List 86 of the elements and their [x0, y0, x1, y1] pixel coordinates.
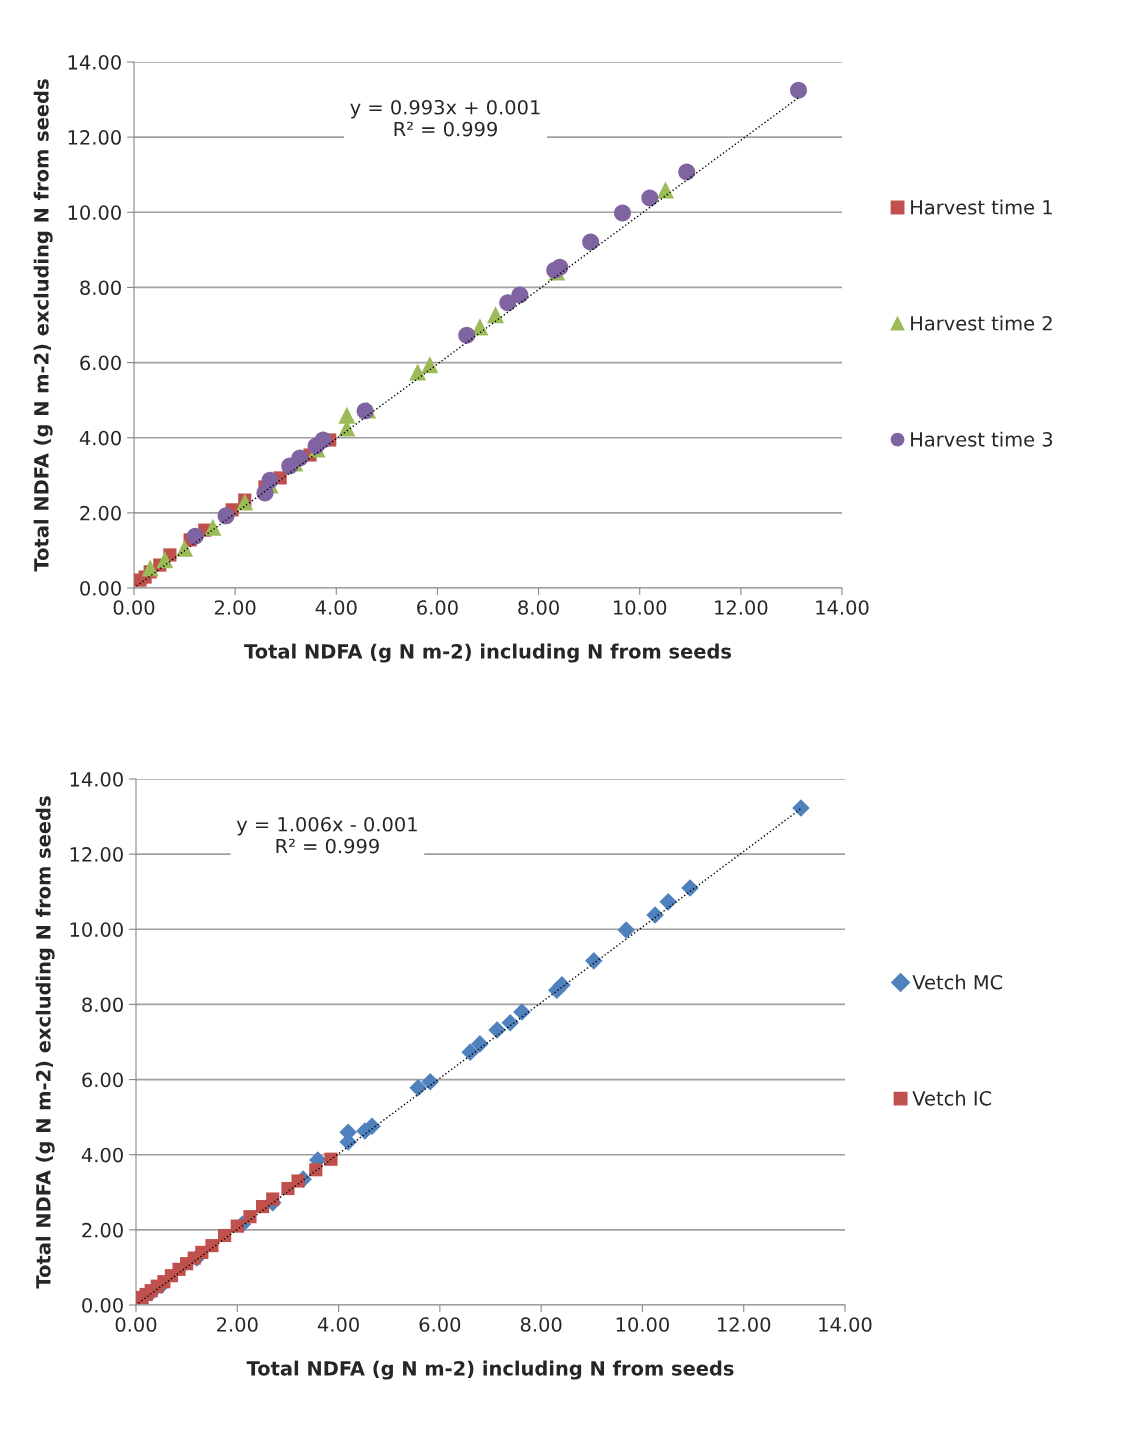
point — [458, 326, 476, 344]
legend-label: Harvest time 1 — [911, 199, 1052, 215]
point — [499, 294, 517, 312]
y-tick-label: 0.00 — [80, 580, 121, 596]
point — [792, 799, 810, 817]
point — [513, 1003, 531, 1021]
point — [409, 1079, 427, 1097]
y-tick-label: 8.00 — [82, 997, 123, 1013]
y-tick-label: 6.00 — [80, 355, 121, 371]
point — [501, 1014, 520, 1032]
point — [205, 1239, 219, 1253]
legend-label: Vetch IC — [912, 1090, 992, 1106]
x-tick-label: 4.00 — [315, 600, 357, 615]
y-tick-label: 8.00 — [80, 280, 121, 296]
x-tick-label: 2.00 — [217, 1317, 258, 1332]
point — [243, 1210, 257, 1224]
point — [291, 449, 309, 467]
legend-label: Harvest time 3 — [911, 431, 1053, 447]
legend-label: Vetch MC — [912, 974, 1003, 990]
x-tick-label: 14.00 — [819, 1317, 872, 1332]
point — [217, 507, 235, 525]
annotation: y = 1.006x - 0.001 R² = 0.999 — [236, 816, 417, 854]
point — [617, 921, 636, 939]
x-axis-title: Total NDFA (g N m-2) including N from seeds — [246, 1360, 734, 1380]
y-tick-label: 14.00 — [68, 54, 121, 70]
point — [230, 1219, 244, 1233]
point — [659, 893, 678, 911]
point — [657, 181, 675, 199]
y-tick-label: 2.00 — [82, 1222, 123, 1238]
y-axis-title: Total NDFA (g N m-2) excluding N from seeds — [33, 79, 53, 572]
point — [582, 233, 600, 251]
legend-label: Harvest time 2 — [911, 315, 1052, 331]
x-axis-title: Total NDFA (g N m-2) including N from seeds — [244, 643, 732, 663]
x-tick-label: 12.00 — [718, 1317, 771, 1332]
point — [790, 81, 808, 99]
y-tick-label: 12.00 — [70, 847, 123, 862]
y-tick-label: 10.00 — [70, 922, 123, 937]
x-tick-label: 10.00 — [616, 1317, 669, 1332]
point — [553, 976, 571, 994]
point — [551, 258, 569, 276]
x-tick-label: 14.00 — [816, 600, 869, 615]
point — [471, 1035, 489, 1053]
x-tick-label: 6.00 — [417, 600, 458, 615]
point — [641, 189, 659, 207]
annotation: y = 0.993x + 0.001 R² = 0.999 — [350, 99, 540, 137]
point — [338, 406, 356, 424]
point — [236, 493, 254, 511]
point — [186, 527, 204, 545]
point — [511, 286, 529, 304]
point — [324, 1152, 338, 1166]
y-axis-title: Total NDFA (g N m-2) excluding N from seeds — [35, 796, 55, 1289]
y-tick-label: 14.00 — [70, 771, 123, 787]
y-tick-label: 10.00 — [68, 205, 121, 220]
y-tick-label: 4.00 — [79, 430, 121, 446]
point — [204, 518, 222, 536]
x-tick-label: 8.00 — [520, 1317, 562, 1332]
point — [266, 1192, 280, 1206]
x-tick-label: 2.00 — [214, 600, 256, 615]
point — [487, 306, 505, 324]
point — [261, 471, 279, 489]
y-tick-label: 4.00 — [81, 1147, 123, 1163]
x-tick-label: 6.00 — [419, 1317, 461, 1332]
x-tick-label: 0.00 — [113, 600, 155, 615]
point — [421, 1073, 440, 1091]
point — [291, 1174, 305, 1188]
y-tick-label: 12.00 — [68, 130, 121, 145]
x-tick-label: 4.00 — [317, 1317, 359, 1332]
point — [314, 431, 332, 449]
x-tick-label: 12.00 — [715, 600, 768, 615]
point — [176, 539, 194, 557]
point — [585, 952, 603, 970]
point — [141, 559, 159, 577]
y-tick-label: 0.00 — [82, 1297, 123, 1313]
x-tick-label: 0.00 — [115, 1317, 157, 1332]
point — [421, 356, 439, 374]
point — [461, 1043, 480, 1061]
x-tick-label: 10.00 — [614, 600, 667, 615]
point — [678, 163, 696, 181]
x-tick-label: 8.00 — [518, 600, 559, 615]
point — [614, 204, 632, 222]
y-tick-label: 2.00 — [80, 505, 121, 521]
point — [218, 1228, 232, 1243]
point — [409, 363, 427, 381]
y-tick-label: 6.00 — [82, 1072, 123, 1088]
point — [156, 551, 174, 569]
point — [309, 1163, 323, 1177]
